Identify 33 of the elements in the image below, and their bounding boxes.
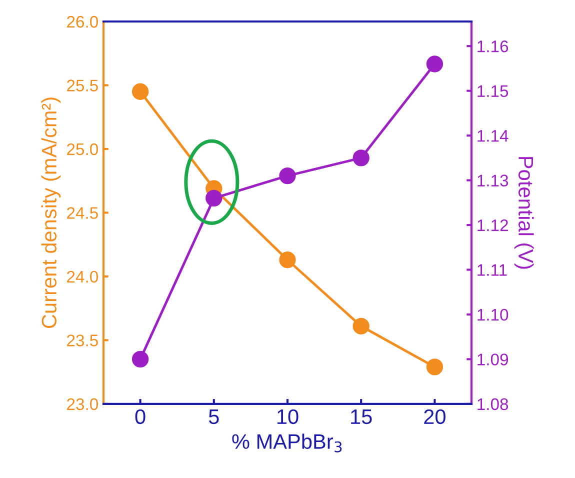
point (279, 252, 296, 268)
y2-tick-label: 1.09 (478, 354, 508, 366)
y2-tick-label: 1.16 (478, 40, 508, 52)
y2-tick-label: 1.12 (478, 219, 508, 232)
point (352, 150, 370, 166)
x-tick-label: 0 (135, 409, 146, 424)
y-tick-label: 26.0 (67, 16, 98, 28)
y2-tick-label: 1.10 (478, 308, 508, 321)
point (426, 56, 444, 72)
point (426, 358, 444, 376)
y2-tick-label: 1.15 (478, 85, 508, 98)
x-tick-label: 10 (278, 409, 298, 424)
point (206, 190, 222, 207)
x-tick-label: 15 (351, 410, 372, 424)
y-tick-label: 23.0 (67, 398, 98, 410)
y-tick-label: 24.0 (67, 270, 98, 283)
y-tick-label: 24.5 (67, 207, 98, 219)
y2-axis-title: Potential (V) (514, 157, 534, 269)
y2-tick-label: 1.11 (478, 264, 507, 276)
y-tick-label: 25.5 (67, 80, 98, 92)
y-tick-label: 25.0 (67, 143, 98, 156)
point (352, 318, 370, 334)
y2-tick-label: 1.08 (478, 398, 508, 410)
y2-tick-label: 1.14 (478, 130, 508, 142)
y-tick-label: 23.5 (67, 334, 98, 346)
point (132, 83, 149, 100)
point (132, 350, 149, 368)
x-tick-label: 20 (424, 409, 446, 424)
x-axis-title: % MAPbBr$_{3}$ (232, 434, 342, 452)
x-tick-label: 5 (208, 410, 219, 424)
y2-tick-label: 1.13 (478, 174, 508, 186)
y-axis-title: Current density (mA/cm²) (41, 98, 61, 328)
point (279, 167, 296, 184)
